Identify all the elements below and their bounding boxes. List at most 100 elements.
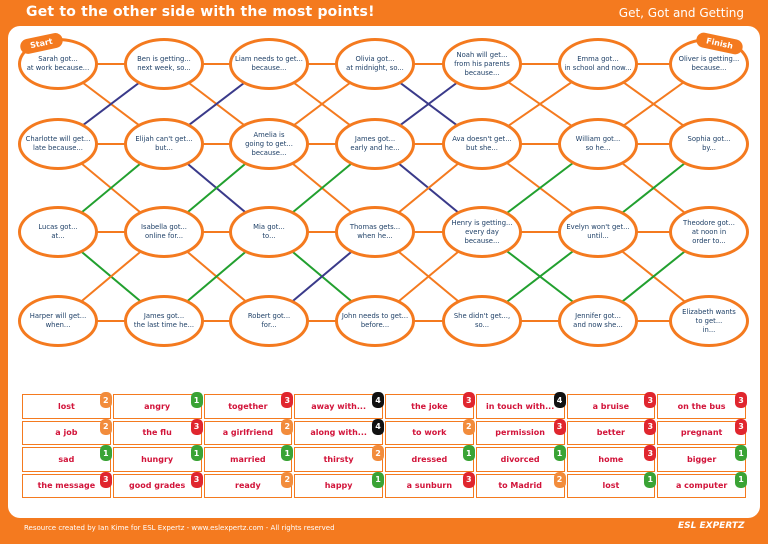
sentence-node[interactable]: Henry is getting... every day because...: [442, 206, 522, 258]
score-badge: 3: [99, 471, 112, 488]
word-text: home: [598, 454, 624, 464]
word-cell[interactable]: thirsty 2: [294, 445, 384, 472]
score-badge: 1: [190, 445, 203, 461]
word-cell[interactable]: in touch with... 4: [475, 392, 566, 419]
sentence-text: Mia got... to...: [253, 223, 285, 240]
sentence-node[interactable]: Thomas gets... when he...: [335, 206, 415, 258]
sentence-text: Jennifer got... and now she...: [573, 312, 623, 329]
score-badge: 4: [372, 392, 384, 408]
sentence-text: Sarah got... at work because...: [26, 55, 90, 72]
word-cell[interactable]: along with... 4: [294, 418, 384, 445]
word-cell[interactable]: the joke 3: [385, 392, 475, 419]
sentence-node[interactable]: Theodore got... at noon in order to...: [669, 206, 749, 258]
sentence-text: Henry is getting... every day because...: [451, 218, 513, 245]
word-text: together: [228, 401, 268, 411]
word-text: the message: [37, 481, 96, 491]
score-badge: 1: [190, 392, 203, 408]
word-cell[interactable]: to Madrid 2: [475, 471, 566, 498]
word-cell[interactable]: a job 2: [22, 418, 112, 445]
word-cell[interactable]: angry 1: [112, 392, 203, 419]
word-cell[interactable]: ready 2: [203, 471, 294, 498]
word-cell[interactable]: lost 1: [566, 471, 657, 498]
sentence-node[interactable]: Olivia got... at midnight, so...: [335, 38, 415, 90]
score-badge: 3: [190, 418, 203, 435]
sentence-node[interactable]: William got... so he...: [558, 118, 638, 170]
score-badge: 2: [553, 471, 566, 488]
word-cell[interactable]: a bruise 3: [566, 392, 657, 419]
word-cell[interactable]: good grades 3: [112, 471, 203, 498]
word-text: to work: [412, 428, 447, 438]
word-cell[interactable]: the message 3: [22, 471, 112, 498]
sentence-node[interactable]: Sophia got... by...: [669, 118, 749, 170]
word-cell[interactable]: home 3: [566, 445, 657, 472]
sentence-node[interactable]: Charlotte will get... late because...: [18, 118, 98, 170]
sentence-node[interactable]: Harper will get... when...: [18, 295, 98, 347]
word-cell[interactable]: divorced 1: [475, 445, 566, 472]
word-text: to Madrid: [498, 481, 542, 491]
sentence-node[interactable]: Elijah can't get... but...: [124, 118, 204, 170]
sentence-node[interactable]: She didn't get..., so...: [442, 295, 522, 347]
word-cell[interactable]: hungry 1: [112, 445, 203, 472]
sentence-node[interactable]: Ben is getting... next week, so...: [124, 38, 204, 90]
word-cell[interactable]: happy 1: [294, 471, 384, 498]
word-cell[interactable]: on the bus 3: [657, 392, 747, 419]
sentence-text: William got... so he...: [575, 135, 621, 152]
sentence-node[interactable]: Mia got... to...: [229, 206, 309, 258]
sentence-text: Charlotte will get... late because...: [25, 135, 91, 152]
sentence-text: Ava doesn't get... but she...: [452, 135, 512, 152]
word-cell[interactable]: the flu 3: [112, 418, 203, 445]
sentence-text: Liam needs to get... because...: [235, 55, 303, 72]
worksheet-topic: Get, Got and Getting: [618, 6, 744, 20]
sentence-text: Robert got... for...: [247, 312, 291, 329]
sentence-node[interactable]: Liam needs to get... because...: [229, 38, 309, 90]
word-text: happy: [324, 481, 353, 491]
sentence-text: Noah will get... from his parents becaus…: [454, 50, 510, 77]
word-cell[interactable]: a sunburn 3: [385, 471, 475, 498]
sentence-node[interactable]: James got... early and he...: [335, 118, 415, 170]
worksheet-title: Get to the other side with the most poin…: [26, 4, 375, 20]
game-panel: Sarah got... at work because... Ben is ge…: [8, 26, 760, 518]
word-cell[interactable]: away with... 4: [294, 392, 384, 419]
sentence-text: Amelia is going to get... because...: [245, 130, 293, 157]
word-cell[interactable]: permission 3: [475, 418, 566, 445]
score-badge: 1: [553, 445, 566, 461]
sentence-node[interactable]: Isabella got... online for...: [124, 206, 204, 258]
word-cell[interactable]: dressed 1: [385, 445, 475, 472]
word-text: a bruise: [592, 401, 630, 411]
sentence-node[interactable]: James got... the last time he...: [124, 295, 204, 347]
score-badge: 1: [735, 471, 747, 488]
sentence-node[interactable]: Lucas got... at...: [18, 206, 98, 258]
word-cell[interactable]: married 1: [203, 445, 294, 472]
sentence-node[interactable]: Robert got... for...: [229, 295, 309, 347]
score-badge: 4: [372, 418, 384, 435]
sentence-node[interactable]: Emma got... in school and now...: [558, 38, 638, 90]
sentence-node[interactable]: Amelia is going to get... because...: [229, 118, 309, 170]
word-cell[interactable]: better 3: [566, 418, 657, 445]
sentence-node[interactable]: Jennifer got... and now she...: [558, 295, 638, 347]
score-badge: 3: [462, 471, 475, 488]
word-cell[interactable]: bigger 1: [657, 445, 747, 472]
sentence-text: Harper will get... when...: [29, 312, 87, 329]
word-cell[interactable]: sad 1: [22, 445, 112, 472]
sentence-node[interactable]: Ava doesn't get... but she...: [442, 118, 522, 170]
word-text: good grades: [129, 481, 186, 491]
score-badge: 2: [99, 418, 112, 435]
score-badge: 3: [644, 445, 657, 461]
word-text: away with...: [311, 401, 366, 411]
word-text: better: [596, 428, 625, 438]
sentence-text: Emma got... in school and now...: [564, 55, 632, 72]
word-cell[interactable]: together 3: [203, 392, 294, 419]
word-cell[interactable]: a computer 1: [657, 471, 747, 498]
score-badge: 3: [553, 418, 566, 435]
sentence-node[interactable]: John needs to get... before...: [335, 295, 415, 347]
sentence-node[interactable]: Evelyn won't get... until...: [558, 206, 638, 258]
word-text: sad: [58, 454, 75, 464]
score-badge: 1: [281, 445, 294, 461]
sentence-node[interactable]: Elizabeth wants to get... in...: [669, 295, 749, 347]
word-cell[interactable]: to work 2: [385, 418, 475, 445]
word-cell[interactable]: lost 2: [22, 392, 112, 419]
word-text: bigger: [686, 454, 717, 464]
word-cell[interactable]: a girlfriend 2: [203, 418, 294, 445]
word-cell[interactable]: pregnant 3: [657, 418, 747, 445]
sentence-node[interactable]: Noah will get... from his parents becaus…: [442, 38, 522, 90]
